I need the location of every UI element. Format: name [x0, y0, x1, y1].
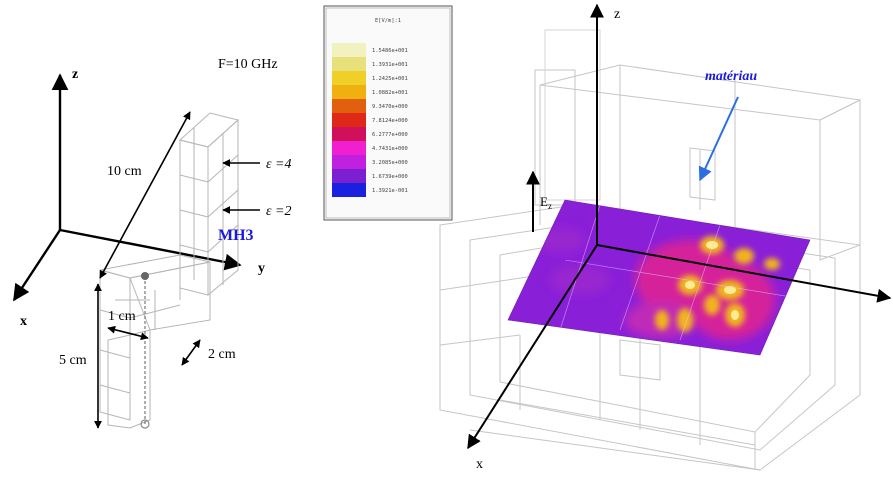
material-arrow — [698, 96, 739, 182]
legend-title: E[V/m]:1 — [375, 18, 401, 24]
dim-2cm-arrow — [181, 339, 201, 366]
legend-value: 9.3470e+000 — [372, 104, 408, 110]
color-legend: E[V/m]:1 1.5486e+001 1.3931e+001 1.2425e+0… — [323, 5, 453, 221]
legend-swatch — [332, 99, 366, 113]
y-axis-label: y — [258, 261, 265, 276]
right-x-axis-line — [467, 244, 598, 450]
legend-value: 6.2777e+000 — [372, 132, 408, 138]
legend-swatch — [332, 85, 366, 99]
legend-value: 1.3931e+001 — [372, 62, 408, 68]
legend-swatch — [332, 57, 366, 71]
legend-value: 3.2085e+000 — [372, 160, 408, 166]
dim-width-label: 1 cm — [108, 309, 136, 324]
dim-10cm-arrow — [99, 111, 191, 279]
legend-value: 1.6739e+000 — [372, 174, 408, 180]
legend-value: 1.5486e+001 — [372, 48, 408, 54]
legend-swatch — [332, 127, 366, 141]
feed-point-top — [141, 272, 149, 280]
dim-height-label: 10 cm — [107, 164, 142, 179]
legend-swatch — [332, 169, 366, 183]
antenna-wireframe — [99, 112, 240, 429]
legend-swatch — [332, 155, 366, 169]
x-axis-line — [12, 229, 62, 302]
dim-1cm-arrow — [107, 325, 149, 341]
right-x-axis-label: x — [476, 457, 483, 472]
field-plate — [508, 200, 810, 355]
x-axis-label: x — [20, 314, 27, 329]
dim-feed-length-label: 5 cm — [59, 353, 87, 368]
legend-swatch — [332, 183, 366, 197]
dim-depth-label: 2 cm — [208, 347, 236, 362]
eps-bottom-label: ε =2 — [266, 204, 291, 219]
legend-value: 1.2425e+001 — [372, 76, 408, 82]
right-y-axis-line — [596, 244, 892, 303]
material-label: matériau — [705, 69, 757, 84]
right-simulation-figure: z x Ez matériau — [439, 3, 892, 472]
eps-top-label: ε =4 — [266, 157, 291, 172]
antenna-name-label: MH3 — [218, 227, 254, 244]
z-axis-label: z — [72, 67, 78, 82]
legend-swatch — [332, 141, 366, 155]
legend-swatch — [332, 113, 366, 127]
legend-value: 4.7431e+000 — [372, 146, 408, 152]
legend-value: 1.3921e-001 — [372, 188, 408, 194]
left-antenna-figure: z y x — [12, 57, 291, 429]
legend-swatch — [332, 71, 366, 85]
field-label: Ez — [540, 194, 552, 211]
frequency-label: F=10 GHz — [218, 57, 278, 72]
right-z-axis-label: z — [614, 7, 620, 22]
feed-point-bottom — [140, 419, 150, 429]
legend-value: 7.8124e+000 — [372, 118, 408, 124]
legend-swatch — [332, 43, 366, 57]
legend-value: 1.0882e+001 — [372, 90, 408, 96]
